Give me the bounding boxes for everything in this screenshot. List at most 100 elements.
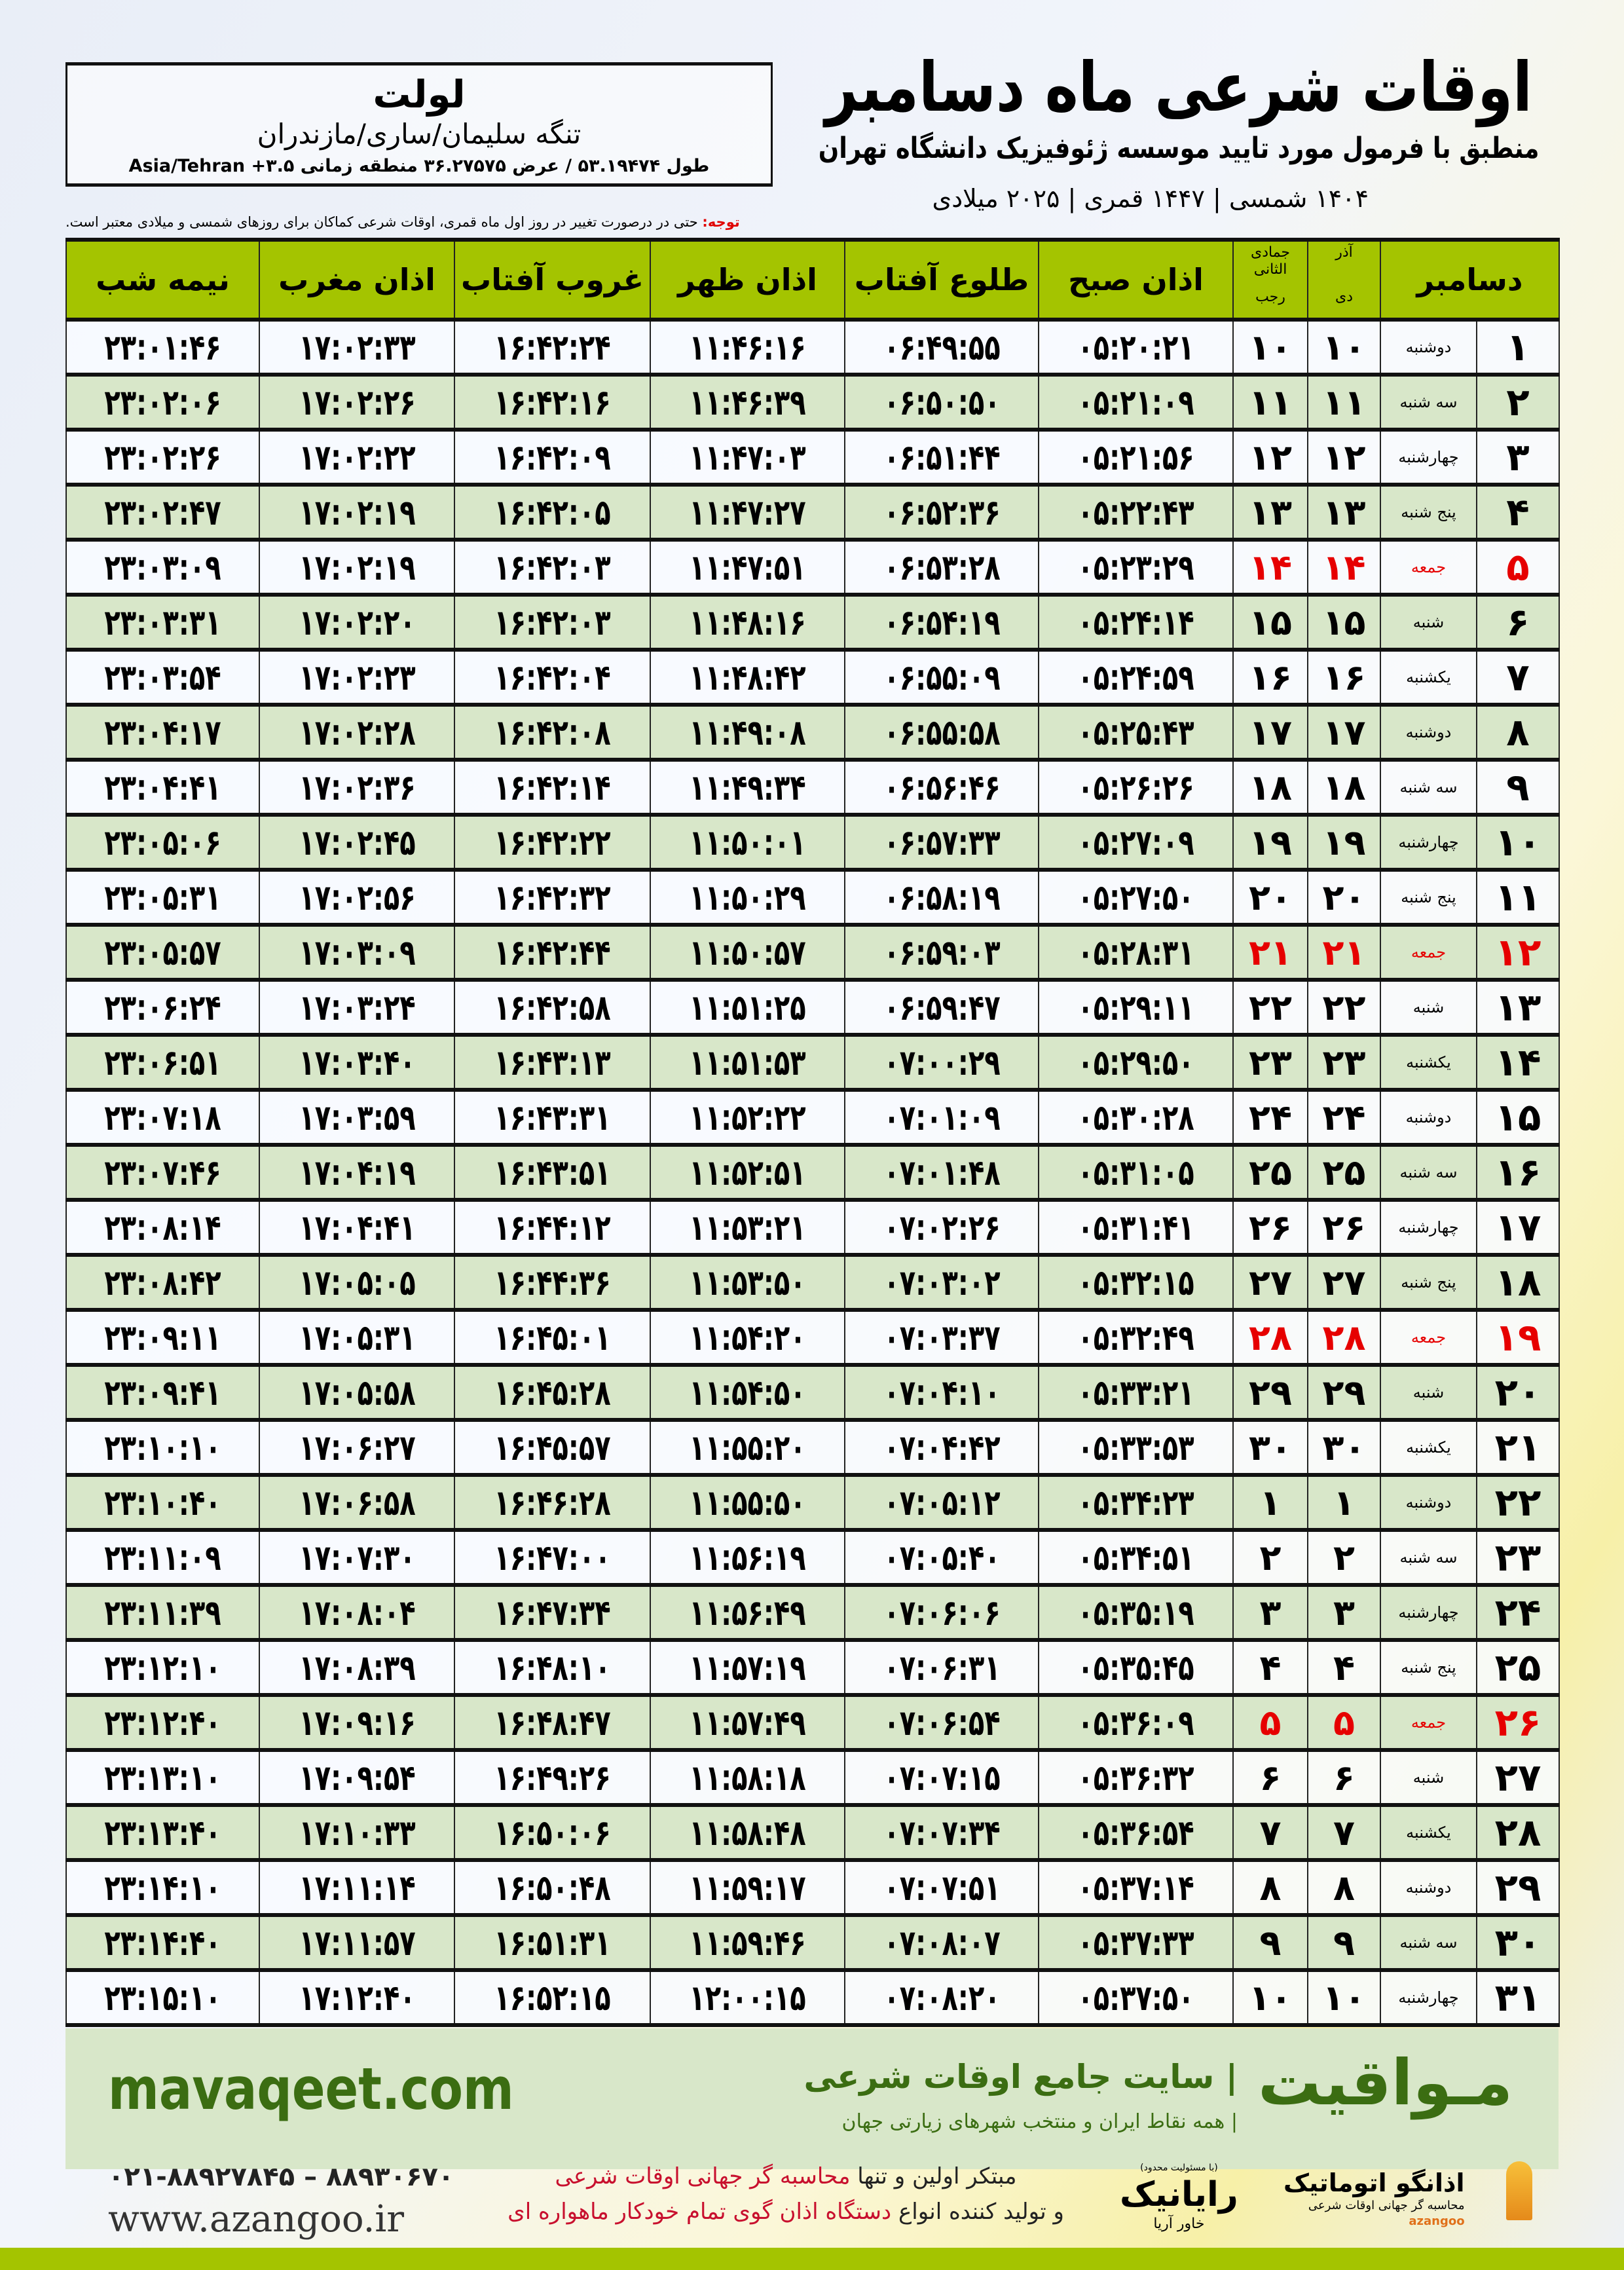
cell-sh: ۶ — [1307, 1750, 1381, 1807]
time-value: ۰۵:۲۱:۵۶ — [1077, 436, 1194, 478]
table-row: ۲۳:۰۸:۱۴ ۱۷:۰۴:۴۱ ۱۶:۴۴:۱۲ ۱۱:۵۳:۲۱ ۰۷:۰۲:۲۶… — [65, 1200, 1560, 1257]
time-value: ۰۵:۲۷:۰۹ — [1077, 821, 1194, 863]
cell-sh: ۹ — [1307, 1915, 1381, 1972]
cell-sh: ۲ — [1307, 1530, 1381, 1587]
time-value: ۰۵:۲۴:۵۹ — [1077, 656, 1194, 698]
cell-ghorub: ۱۶:۴۷:۳۴ — [454, 1585, 651, 1642]
time-value: ۱۶:۴۷:۰۰ — [494, 1536, 611, 1578]
site-link[interactable]: mavaqeet.com — [108, 2055, 514, 2123]
time-value: ۲۳:۰۷:۴۶ — [104, 1151, 221, 1193]
time-value: ۲۳:۰۷:۱۸ — [104, 1096, 221, 1138]
time-value: ۰۵:۲۲:۴۳ — [1077, 491, 1194, 533]
cell-nimeh: ۲۳:۰۹:۱۱ — [65, 1310, 260, 1367]
azangoo-en: azangoo — [1409, 2214, 1465, 2228]
cell-maghrib: ۱۷:۰۲:۳۳ — [259, 320, 455, 377]
cell-w: سه شنبه — [1380, 1530, 1477, 1587]
cell-maghrib: ۱۷:۰۵:۰۵ — [259, 1255, 455, 1312]
time-value: ۲۳:۱۱:۰۹ — [104, 1536, 221, 1578]
cell-hj: ۱۴ — [1232, 540, 1308, 597]
cell-nimeh: ۲۳:۰۴:۴۱ — [65, 760, 260, 817]
time-value: ۰۷:۰۷:۵۱ — [883, 1867, 1001, 1908]
cell-sobh: ۰۵:۲۸:۳۱ — [1038, 925, 1234, 982]
cell-zohr: ۱۱:۵۶:۴۹ — [650, 1585, 845, 1642]
cell-sobh: ۰۵:۲۷:۵۰ — [1038, 870, 1234, 927]
cell-ghorub: ۱۶:۵۰:۴۸ — [454, 1860, 651, 1917]
cell-w: دوشنبه — [1380, 1475, 1477, 1532]
cell-w: جمعه — [1380, 1695, 1477, 1752]
cell-hj: ۲۹ — [1232, 1365, 1308, 1422]
cell-maghrib: ۱۷:۱۲:۴۰ — [259, 1970, 455, 2027]
cell-zohr: ۱۱:۴۸:۱۶ — [650, 595, 845, 652]
cell-sobh: ۰۵:۳۶:۰۹ — [1038, 1695, 1234, 1752]
cell-w: پنج شنبه — [1380, 870, 1477, 927]
time-value: ۰۵:۳۷:۵۰ — [1077, 1977, 1194, 2019]
time-value: ۱۶:۴۸:۱۰ — [494, 1647, 611, 1688]
cell-tolu: ۰۶:۵۱:۴۴ — [844, 430, 1039, 487]
cell-d: ۲۵ — [1476, 1640, 1560, 1697]
cell-tolu: ۰۷:۰۷:۱۵ — [844, 1750, 1039, 1807]
cell-maghrib: ۱۷:۰۲:۳۶ — [259, 760, 455, 817]
cell-sobh: ۰۵:۳۲:۴۹ — [1038, 1310, 1234, 1367]
time-value: ۰۷:۰۳:۳۷ — [883, 1316, 1001, 1358]
website-link[interactable]: www.azangoo.ir — [108, 2198, 405, 2241]
header-ghorub: غروب آفتاب — [454, 238, 651, 322]
cell-nimeh: ۲۳:۱۲:۱۰ — [65, 1640, 260, 1697]
time-value: ۱۶:۴۲:۰۴ — [494, 656, 611, 698]
table-row: ۲۳:۱۲:۴۰ ۱۷:۰۹:۱۶ ۱۶:۴۸:۴۷ ۱۱:۵۷:۴۹ ۰۷:۰۶:۵۴… — [65, 1695, 1560, 1752]
cell-w: جمعه — [1380, 925, 1477, 982]
table-row: ۲۳:۰۲:۴۷ ۱۷:۰۲:۱۹ ۱۶:۴۲:۰۵ ۱۱:۴۷:۲۷ ۰۶:۵۲:۳۶… — [65, 485, 1560, 542]
cell-tolu: ۰۶:۵۵:۵۸ — [844, 705, 1039, 762]
cell-nimeh: ۲۳:۰۳:۳۱ — [65, 595, 260, 652]
time-value: ۱۱:۵۷:۱۹ — [689, 1647, 806, 1688]
header-sobh: اذان صبح — [1038, 238, 1234, 322]
cell-zohr: ۱۲:۰۰:۱۵ — [650, 1970, 845, 2027]
brand-subtitle: | همه نقاط ایران و منتخب شهرهای زیارتی ج… — [841, 2110, 1238, 2133]
cell-tolu: ۰۷:۰۲:۲۶ — [844, 1200, 1039, 1257]
time-value: ۱۷:۰۵:۰۵ — [298, 1261, 416, 1303]
cell-d: ۲۱ — [1476, 1420, 1560, 1477]
promo-line-1: مبتکر اولین و تنها محاسبه گر جهانی اوقات… — [498, 2159, 1074, 2194]
time-value: ۱۱:۵۷:۴۹ — [689, 1702, 806, 1743]
cell-sh: ۱۸ — [1307, 760, 1381, 817]
cell-w: دوشنبه — [1380, 705, 1477, 762]
cell-w: چهارشنبه — [1380, 815, 1477, 872]
time-value: ۱۱:۵۰:۰۱ — [689, 821, 806, 863]
rayanik-sub: خاور آریا — [1153, 2216, 1205, 2232]
brand-tagline: | سایت جامع اوقات شرعی — [803, 2058, 1238, 2096]
time-value: ۰۵:۲۱:۰۹ — [1077, 381, 1194, 423]
header-tolu: طلوع آفتاب — [844, 238, 1039, 322]
time-value: ۲۳:۱۴:۱۰ — [104, 1867, 221, 1908]
table-row: ۲۳:۰۶:۵۱ ۱۷:۰۳:۴۰ ۱۶:۴۳:۱۳ ۱۱:۵۱:۵۳ ۰۷:۰۰:۲۹… — [65, 1035, 1560, 1092]
time-value: ۱۶:۴۹:۲۶ — [494, 1757, 611, 1798]
cell-sh: ۱ — [1307, 1475, 1381, 1532]
time-value: ۱۱:۵۴:۲۰ — [689, 1316, 806, 1358]
cell-d: ۲۸ — [1476, 1805, 1560, 1862]
cell-zohr: ۱۱:۴۹:۰۸ — [650, 705, 845, 762]
time-value: ۱۱:۵۱:۵۳ — [689, 1041, 806, 1083]
promo-1a: مبتکر اولین و تنها — [850, 2163, 1017, 2189]
time-value: ۰۵:۳۵:۱۹ — [1077, 1591, 1194, 1633]
table-row: ۲۳:۱۲:۱۰ ۱۷:۰۸:۳۹ ۱۶:۴۸:۱۰ ۱۱:۵۷:۱۹ ۰۷:۰۶:۳۱… — [65, 1640, 1560, 1697]
cell-sh: ۱۳ — [1307, 485, 1381, 542]
mosque-dome-icon — [1506, 2161, 1532, 2220]
azangoo-sub: محاسبه گر جهانی اوقات شرعی — [1308, 2199, 1465, 2212]
time-value: ۱۱:۵۹:۴۶ — [689, 1922, 806, 1963]
time-value: ۱۷:۰۳:۲۴ — [298, 986, 416, 1028]
time-value: ۱۶:۴۲:۴۴ — [494, 931, 611, 973]
cell-ghorub: ۱۶:۴۲:۰۸ — [454, 705, 651, 762]
time-value: ۰۷:۰۶:۰۶ — [883, 1591, 1001, 1633]
time-value: ۰۵:۳۴:۲۳ — [1077, 1481, 1194, 1523]
cell-ghorub: ۱۶:۵۰:۰۶ — [454, 1805, 651, 1862]
time-value: ۰۷:۰۷:۳۴ — [883, 1812, 1001, 1853]
time-value: ۲۳:۱۲:۴۰ — [104, 1702, 221, 1743]
cell-sh: ۱۵ — [1307, 595, 1381, 652]
time-value: ۱۶:۴۳:۱۳ — [494, 1041, 611, 1083]
promo-2b: دستگاه اذان گوی تمام خودکار ماهواره ای — [507, 2199, 892, 2225]
cell-ghorub: ۱۶:۴۲:۵۸ — [454, 980, 651, 1037]
cell-nimeh: ۲۳:۱۰:۱۰ — [65, 1420, 260, 1477]
cell-tolu: ۰۷:۰۸:۰۷ — [844, 1915, 1039, 1972]
cell-tolu: ۰۷:۰۶:۳۱ — [844, 1640, 1039, 1697]
header-hijri-bottom: رجب — [1255, 289, 1285, 305]
cell-zohr: ۱۱:۵۵:۵۰ — [650, 1475, 845, 1532]
time-value: ۱۱:۵۴:۵۰ — [689, 1371, 806, 1413]
